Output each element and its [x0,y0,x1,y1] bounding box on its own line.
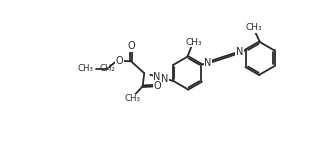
Text: N: N [204,58,212,68]
Text: CH₃: CH₃ [185,38,202,47]
Text: N: N [236,47,243,57]
Text: O: O [127,41,135,51]
Text: O: O [115,56,123,66]
Text: N: N [161,74,169,84]
Text: N: N [153,72,161,81]
Text: CH₃: CH₃ [246,23,262,32]
Text: CH₂: CH₂ [100,64,116,73]
Text: CH₃: CH₃ [77,64,93,73]
Text: O: O [154,81,161,91]
Text: CH₃: CH₃ [124,94,140,103]
